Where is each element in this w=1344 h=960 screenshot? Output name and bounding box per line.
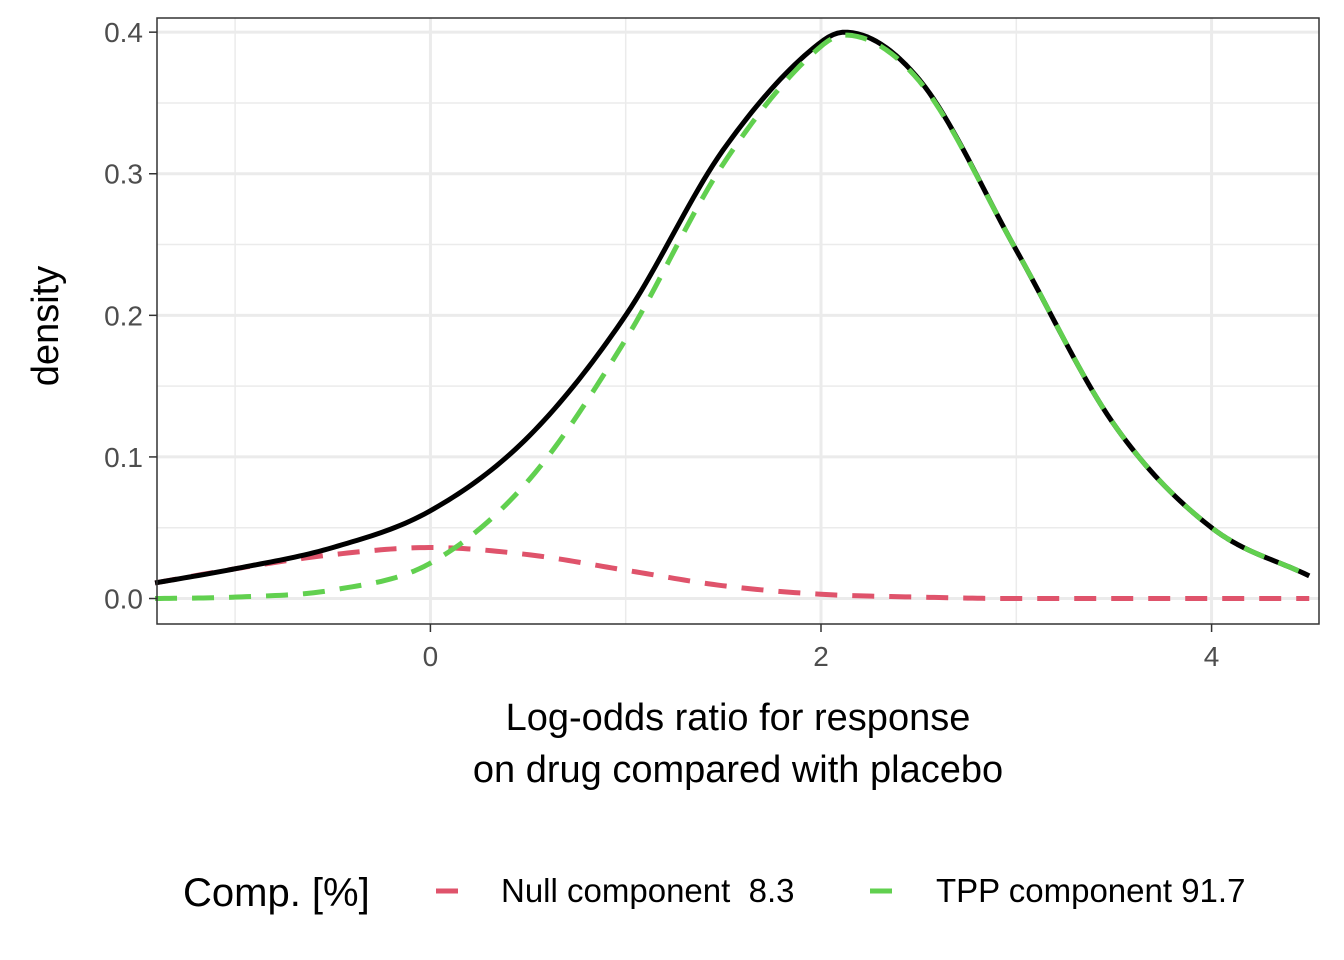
y-tick-label: 0.4	[104, 17, 143, 48]
x-axis-title-line-2: on drug compared with placebo	[473, 749, 1003, 791]
plot-panel-border	[156, 17, 1320, 625]
series-layer	[154, 29, 1311, 602]
x-tick-label: 4	[1204, 641, 1220, 672]
legend: Comp. [%] Null component 8.3 TPP compone…	[183, 871, 1245, 915]
y-tick-label: 0.2	[104, 300, 143, 331]
x-tick-label: 0	[423, 641, 439, 672]
x-tick-label: 2	[813, 641, 829, 672]
grid-major	[157, 18, 1319, 624]
x-axis-title-line-1: Log-odds ratio for response	[506, 697, 971, 739]
legend-label-tpp: TPP component 91.7	[936, 872, 1245, 909]
y-axis-title: density	[25, 266, 67, 386]
y-tick-label: 0.3	[104, 159, 143, 190]
legend-title: Comp. [%]	[183, 871, 370, 915]
series-line-null	[154, 545, 1310, 602]
series-line-tpp	[155, 32, 1311, 602]
x-axis: 0 2 4	[423, 624, 1220, 672]
legend-label-null: Null component 8.3	[501, 872, 795, 909]
y-tick-label: 0.0	[104, 584, 143, 615]
plot-panel-background	[157, 18, 1319, 624]
y-tick-label: 0.1	[104, 442, 143, 473]
y-axis: 0.0 0.1 0.2 0.3 0.4	[104, 17, 157, 615]
grid-minor	[157, 18, 1319, 624]
